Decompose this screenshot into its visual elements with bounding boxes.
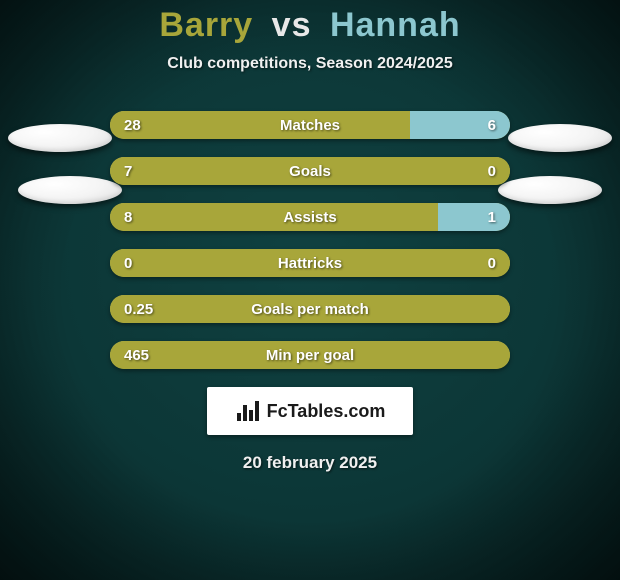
date-label: 20 february 2025 — [0, 453, 620, 473]
bar-track — [110, 295, 510, 323]
bar-left — [110, 203, 438, 231]
subtitle: Club competitions, Season 2024/2025 — [0, 55, 620, 73]
value-left: 7 — [110, 157, 146, 185]
bar-track — [110, 157, 510, 185]
value-left: 8 — [110, 203, 146, 231]
stat-row: 00Hattricks — [110, 249, 510, 277]
source-badge: FcTables.com — [207, 387, 413, 435]
value-right: 0 — [474, 157, 510, 185]
bar-track — [110, 249, 510, 277]
bar-left — [110, 295, 510, 323]
value-left: 0.25 — [110, 295, 167, 323]
bar-left — [110, 157, 510, 185]
value-right: 6 — [474, 111, 510, 139]
page-title: Barry vs Hannah — [0, 6, 620, 45]
value-right: 0 — [474, 249, 510, 277]
bar-left — [110, 341, 510, 369]
comparison-chart: 286Matches70Goals81Assists00Hattricks0.2… — [0, 111, 620, 369]
value-left: 28 — [110, 111, 155, 139]
stat-row: 465Min per goal — [110, 341, 510, 369]
bar-chart-icon — [235, 401, 261, 421]
bar-track — [110, 111, 510, 139]
player1-name: Barry — [159, 6, 253, 44]
value-left: 0 — [110, 249, 146, 277]
value-left: 465 — [110, 341, 163, 369]
value-right: 1 — [474, 203, 510, 231]
value-right — [482, 341, 510, 369]
stat-row: 81Assists — [110, 203, 510, 231]
stat-row: 0.25Goals per match — [110, 295, 510, 323]
source-badge-text: FcTables.com — [267, 401, 386, 422]
bar-track — [110, 341, 510, 369]
value-right — [482, 295, 510, 323]
vs-label: vs — [272, 6, 312, 44]
stat-row: 286Matches — [110, 111, 510, 139]
bar-left — [110, 249, 510, 277]
stat-row: 70Goals — [110, 157, 510, 185]
bar-track — [110, 203, 510, 231]
player2-name: Hannah — [330, 6, 461, 44]
bar-left — [110, 111, 410, 139]
